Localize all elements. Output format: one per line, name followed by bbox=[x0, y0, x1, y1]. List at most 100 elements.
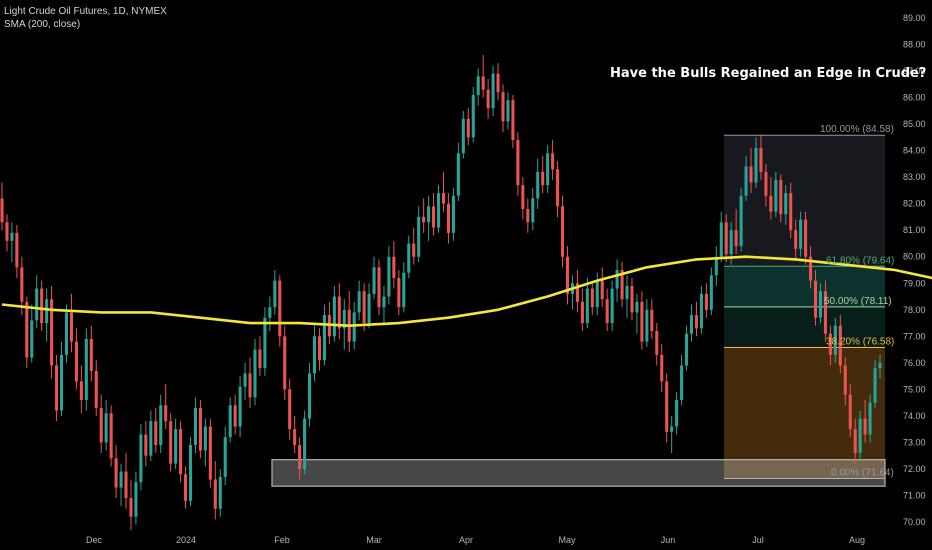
candle-body bbox=[233, 405, 237, 427]
candle-body bbox=[769, 195, 773, 212]
fib-label-0: 100.00% (84.58) bbox=[820, 124, 894, 135]
candle-body bbox=[432, 206, 436, 228]
candle-body bbox=[655, 331, 659, 355]
candlestick-series bbox=[0, 55, 882, 530]
indicator-label[interactable]: SMA (200, close) bbox=[4, 19, 81, 30]
time-tick: Dec bbox=[86, 535, 103, 545]
candle-body bbox=[714, 256, 718, 276]
candle-body bbox=[20, 267, 24, 302]
fib-retracement[interactable] bbox=[724, 134, 885, 479]
candle-body bbox=[59, 354, 64, 411]
time-tick: 2024 bbox=[176, 535, 196, 545]
candle-body bbox=[446, 203, 450, 233]
candle-body bbox=[238, 386, 242, 427]
candle-body bbox=[853, 429, 857, 454]
candle-body bbox=[169, 421, 173, 464]
candle-body bbox=[734, 230, 738, 247]
candle-body bbox=[466, 118, 470, 138]
price-tick: 78.00 bbox=[903, 305, 926, 315]
price-axis[interactable]: 70.00 71.00 72.00 73.00 74.00 75.00 76.00 77.00… bbox=[903, 13, 926, 527]
candle-body bbox=[367, 293, 371, 324]
candle-body bbox=[5, 222, 9, 241]
time-tick: Jun bbox=[661, 535, 676, 545]
candle-body bbox=[863, 418, 867, 435]
price-tick: 88.00 bbox=[903, 40, 926, 50]
candle-body bbox=[84, 338, 88, 400]
candle-body bbox=[35, 288, 39, 321]
support-rectangle[interactable] bbox=[271, 459, 886, 487]
candle-body bbox=[724, 222, 728, 255]
candle-body bbox=[799, 219, 803, 249]
time-tick: May bbox=[558, 535, 576, 545]
candle-body bbox=[322, 315, 326, 361]
fib-band-2 bbox=[724, 306, 885, 348]
candle-body bbox=[704, 293, 708, 310]
candle-body bbox=[471, 94, 475, 138]
candle-body bbox=[838, 325, 842, 366]
candle-body bbox=[640, 301, 644, 342]
time-axis[interactable]: Dec 2024 Feb Mar Apr May Jun Jul Aug bbox=[86, 535, 865, 545]
candle-body bbox=[40, 288, 44, 324]
candle-body bbox=[868, 402, 872, 435]
candle-body bbox=[253, 349, 257, 398]
candle-body bbox=[595, 280, 599, 308]
symbol-title[interactable]: Light Crude Oil Futures, 1D, NYMEX bbox=[4, 6, 167, 17]
candle-body bbox=[164, 405, 168, 422]
fib-label-2: 50.00% (78.11) bbox=[824, 296, 892, 307]
candle-body bbox=[833, 325, 837, 355]
candle-body bbox=[764, 171, 768, 196]
candle-body bbox=[114, 458, 118, 488]
candle-body bbox=[689, 315, 694, 334]
candle-body bbox=[441, 193, 446, 204]
candle-body bbox=[496, 73, 500, 93]
candle-body bbox=[551, 153, 555, 170]
chart-legend: Light Crude Oil Futures, 1D, NYMEX SMA (… bbox=[4, 5, 167, 31]
chart-headline: Have the Bulls Regained an Edge in Crude… bbox=[610, 66, 927, 81]
candle-body bbox=[422, 216, 426, 223]
price-tick: 84.00 bbox=[903, 146, 926, 156]
candle-body bbox=[685, 333, 689, 366]
price-tick: 80.00 bbox=[903, 252, 926, 262]
candle-body bbox=[506, 100, 510, 122]
fib-label-1: 61.80% (79.64) bbox=[826, 255, 894, 266]
candle-body bbox=[104, 413, 108, 443]
price-tick: 89.00 bbox=[903, 13, 926, 23]
candle-body bbox=[481, 76, 485, 90]
candle-body bbox=[660, 354, 664, 382]
candle-body bbox=[188, 445, 193, 501]
candle-body bbox=[407, 243, 411, 273]
candle-body bbox=[248, 373, 252, 398]
candle-body bbox=[699, 293, 703, 329]
support-zone[interactable] bbox=[271, 459, 886, 487]
candle-body bbox=[0, 198, 4, 223]
candle-body bbox=[144, 434, 148, 456]
candle-body bbox=[392, 256, 396, 278]
candle-body bbox=[784, 193, 788, 215]
candle-body bbox=[183, 474, 188, 501]
candle-body bbox=[119, 471, 123, 488]
candle-body bbox=[303, 418, 307, 469]
candle-body bbox=[427, 206, 431, 223]
candle-body bbox=[223, 437, 227, 477]
candle-body bbox=[203, 426, 207, 451]
candle-body bbox=[332, 296, 336, 337]
time-tick: Mar bbox=[366, 535, 382, 545]
candle-body bbox=[436, 193, 441, 228]
candle-body bbox=[174, 429, 178, 464]
candle-body bbox=[461, 118, 465, 154]
candle-body bbox=[69, 312, 73, 342]
price-tick: 87.00 bbox=[903, 66, 926, 76]
candle-body bbox=[456, 153, 460, 196]
candle-body bbox=[25, 301, 29, 358]
price-tick: 81.00 bbox=[903, 225, 926, 235]
candle-body bbox=[218, 476, 222, 509]
candle-body bbox=[858, 418, 862, 454]
candle-body bbox=[813, 280, 818, 318]
time-tick: Apr bbox=[459, 535, 473, 545]
candle-body bbox=[298, 445, 302, 469]
candle-body bbox=[382, 296, 386, 308]
candle-body bbox=[417, 216, 421, 257]
candle-body bbox=[283, 336, 287, 390]
price-tick: 75.00 bbox=[903, 384, 926, 394]
